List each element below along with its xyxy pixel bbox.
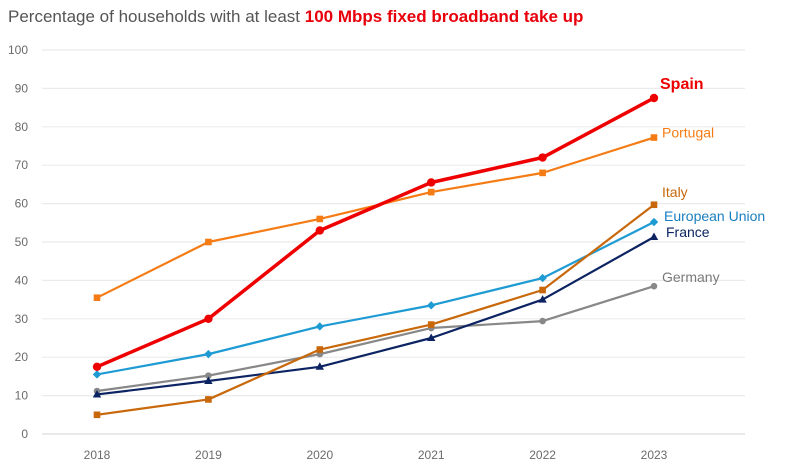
- y-tick-label: 10: [15, 389, 29, 403]
- x-tick-label: 2020: [306, 448, 333, 462]
- x-tick-label: 2018: [84, 448, 111, 462]
- data-point: [92, 362, 102, 371]
- y-axis: 0 10 20 30 40 50 60 70 80 90 100: [8, 43, 28, 441]
- data-point: [93, 294, 101, 301]
- data-point: [650, 282, 658, 290]
- series-european-union: [92, 217, 659, 379]
- data-point: [538, 273, 547, 283]
- series-france: [92, 232, 659, 398]
- data-point: [92, 389, 102, 398]
- data-point: [427, 188, 435, 196]
- data-point: [315, 322, 324, 331]
- data-point: [427, 301, 436, 310]
- data-point: [205, 238, 212, 246]
- data-point: [649, 93, 659, 103]
- data-point: [650, 134, 658, 141]
- series-line: [96, 221, 655, 376]
- series-spain: [92, 93, 659, 371]
- data-point: [315, 362, 324, 370]
- chart-title-plain: Percentage of households with at least: [8, 7, 305, 26]
- y-tick-label: 50: [15, 235, 29, 249]
- x-axis: 2018 2019 2020 2021 2022 2023: [84, 448, 668, 462]
- data-point: [316, 215, 324, 223]
- series-label: Portugal: [662, 125, 714, 141]
- series-label: Germany: [662, 269, 720, 285]
- data-point: [204, 349, 213, 359]
- series-portugal: [93, 134, 658, 301]
- series-label: France: [666, 224, 710, 240]
- data-point: [315, 226, 324, 235]
- y-tick-label: 20: [15, 350, 29, 364]
- series-line: [96, 236, 655, 396]
- data-point: [205, 372, 212, 379]
- x-tick-label: 2019: [195, 448, 222, 462]
- series-germany: [93, 282, 658, 395]
- series-italy: [93, 201, 658, 419]
- data-point: [427, 333, 436, 341]
- data-point: [92, 370, 102, 379]
- data-point: [93, 411, 101, 419]
- data-point: [204, 314, 213, 323]
- data-point: [427, 178, 436, 187]
- series-lines: [92, 93, 659, 419]
- data-point: [650, 201, 658, 209]
- data-point: [649, 232, 659, 241]
- data-point: [538, 295, 547, 303]
- data-point: [205, 396, 212, 403]
- data-point: [649, 217, 659, 227]
- chart-title-highlight: 100 Mbps fixed broadband take up: [305, 7, 584, 26]
- data-point: [204, 376, 213, 385]
- data-point: [538, 153, 547, 162]
- series-label: Italy: [662, 184, 688, 200]
- y-tick-label: 70: [15, 158, 29, 172]
- data-point: [427, 321, 435, 328]
- series-line: [96, 136, 655, 299]
- series-label: Spain: [660, 76, 704, 93]
- series-line: [96, 203, 655, 416]
- data-point: [316, 346, 324, 353]
- series-line: [96, 96, 655, 369]
- data-point: [539, 169, 546, 177]
- y-tick-label: 0: [21, 427, 28, 441]
- y-tick-label: 30: [15, 312, 29, 326]
- y-tick-label: 60: [15, 197, 29, 211]
- y-tick-label: 40: [15, 273, 29, 287]
- series-label: European Union: [664, 208, 765, 224]
- gridlines: [42, 49, 745, 435]
- data-point: [539, 317, 546, 325]
- series-line: [96, 285, 655, 393]
- x-tick-label: 2021: [418, 448, 445, 462]
- y-tick-label: 80: [15, 120, 29, 134]
- data-point: [539, 286, 546, 294]
- y-tick-label: 90: [15, 81, 29, 95]
- y-tick-label: 100: [8, 43, 28, 57]
- x-tick-label: 2022: [529, 448, 556, 462]
- chart-title: Percentage of households with at least 1…: [8, 7, 583, 26]
- x-tick-label: 2023: [641, 448, 668, 462]
